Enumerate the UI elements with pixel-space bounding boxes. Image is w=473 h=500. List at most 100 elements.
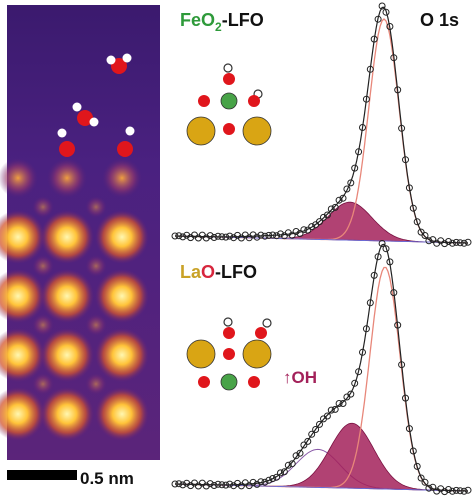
data-point [269,475,277,482]
bottom-title-la: La [180,262,202,282]
data-point [370,35,378,43]
data-point [339,194,347,202]
data-point [265,231,273,239]
stem-image [0,5,160,460]
data-point [323,211,331,219]
oxygen-atom-icon [248,95,260,107]
atom-column [95,210,149,264]
data-point [296,230,304,237]
data-point [374,15,382,23]
iron-atom-icon [220,373,238,391]
water-molecule-icon [106,53,132,74]
atom-column [40,269,94,323]
data-point [292,228,300,235]
data-point [277,230,284,238]
data-point [210,234,218,241]
data-point [327,205,335,213]
data-point [425,484,433,492]
atom-column [0,210,45,264]
bottom-lattice-oxygen-component [175,266,468,492]
data-point [316,420,323,428]
top-title-lfo: -LFO [222,10,264,30]
data-point [405,184,413,192]
data-point [304,226,312,234]
data-point [394,321,402,329]
lanthanum-atom-icon [242,339,272,369]
minor-atom-column [85,373,107,395]
data-point [366,299,374,307]
atom-column [40,328,94,382]
scale-bar: 0.5 nm [7,469,134,488]
atom-column [0,387,45,441]
atom-column [0,328,45,382]
data-point [261,478,269,486]
data-point [214,480,222,488]
data-point [288,460,296,468]
data-point [448,239,456,247]
data-point [230,234,238,242]
data-point [222,233,230,241]
oxygen-atom-icon [248,376,260,388]
data-point [417,228,425,236]
data-point [398,361,406,369]
minor-atom-column [32,196,54,218]
atom-column [40,387,94,441]
data-point [351,164,359,172]
data-point [222,481,230,489]
data-point [347,390,355,398]
hydroxyl-icon [117,126,135,157]
data-point [355,368,363,376]
data-point [409,447,417,455]
data-point [257,478,265,486]
top-data-points [171,2,472,248]
data-point [296,449,304,457]
water-molecule-icon [72,102,99,127]
atom-column [0,158,38,198]
top-structure-schematic [186,63,272,146]
data-point [421,232,429,239]
oxygen-atom-icon [223,327,235,339]
data-point [226,480,234,488]
lanthanum-atom-icon [242,116,272,146]
data-point [464,486,472,494]
data-point [374,253,382,261]
data-point [464,238,472,246]
data-point [378,240,386,247]
data-point [456,239,464,247]
data-point [284,461,292,469]
top-title-feo: FeO [180,10,215,30]
data-point [304,437,312,445]
top-title-subscript: 2 [215,20,222,34]
data-point [280,468,288,476]
atom-column [95,269,149,323]
bottom-hydroxyl-component [174,422,469,492]
data-point [261,232,269,240]
data-point [249,231,257,239]
data-point [206,232,214,240]
data-point [265,476,273,484]
data-point [417,474,425,482]
bottom-data-points [171,240,472,496]
minor-atom-column [32,314,54,336]
hydrogen-atom-icon [223,63,233,73]
data-point [448,487,456,495]
data-point [230,482,238,490]
data-point [249,478,257,486]
oxygen-atom-icon [223,73,235,85]
data-point [370,271,378,279]
data-point [335,196,343,204]
data-point [378,2,386,10]
data-point [398,124,406,132]
oxygen-atom-icon [198,95,210,107]
data-point [171,232,179,240]
data-point [218,233,226,241]
spectrum-label: O 1s [420,10,459,30]
minor-atom-column [32,255,54,277]
data-point [323,412,331,420]
data-point [413,218,421,226]
data-point [429,483,437,491]
data-point [445,486,452,493]
bottom-o1s-spectrum [171,240,472,496]
data-point [456,487,464,495]
